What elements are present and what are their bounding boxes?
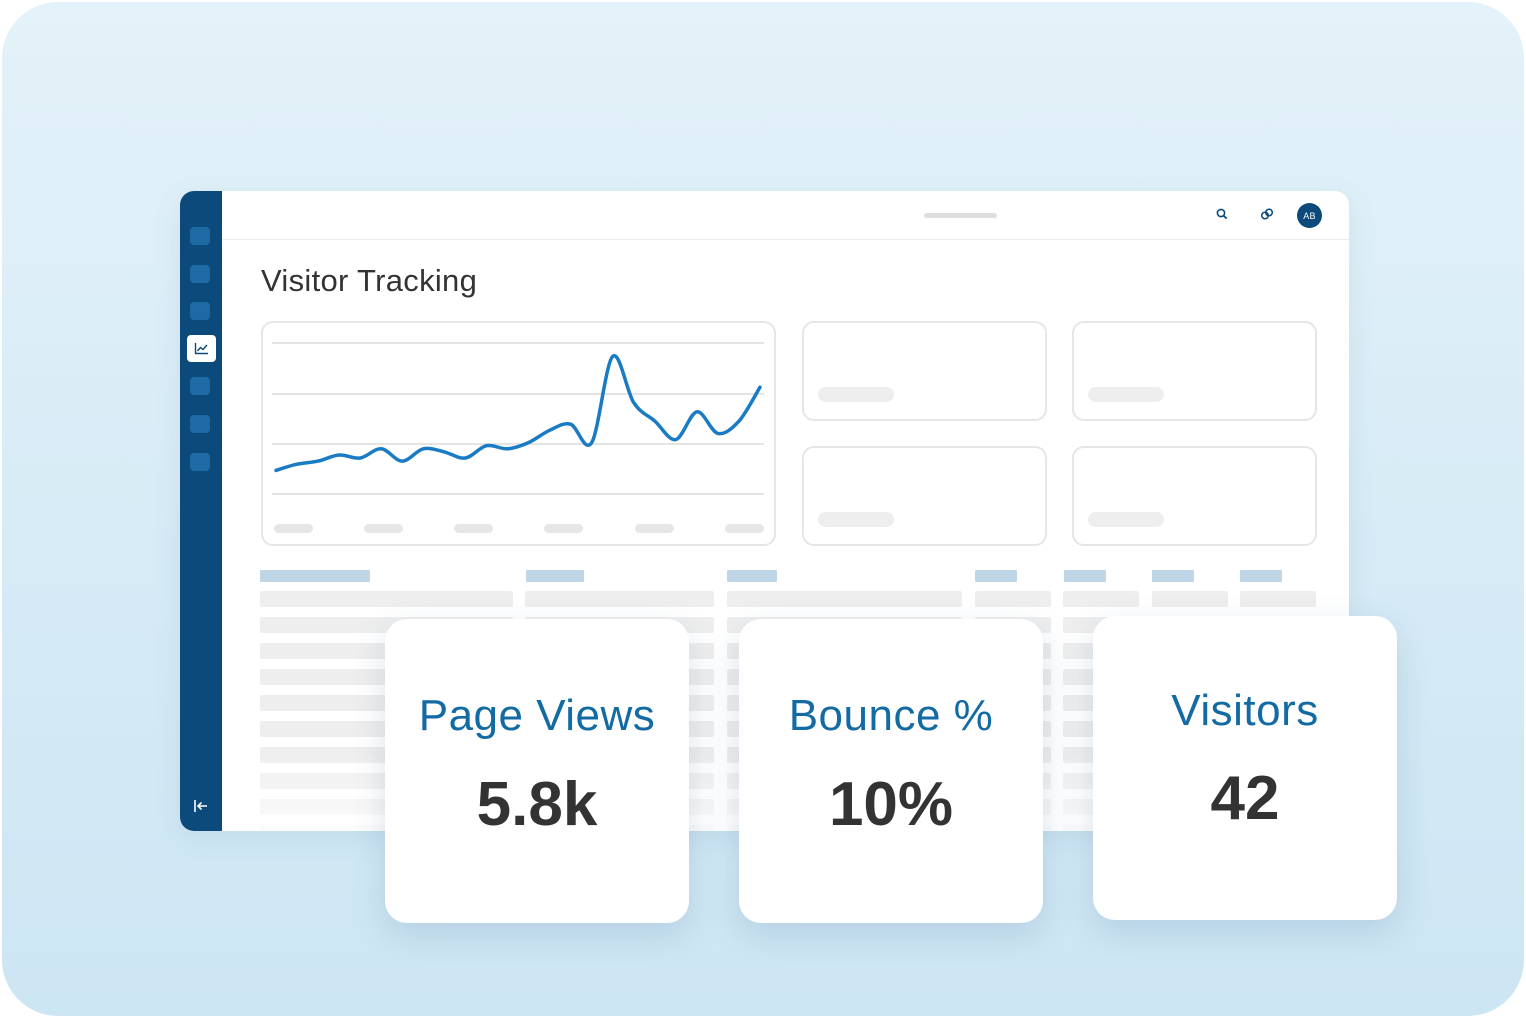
table-header-cell[interactable] [727,570,777,582]
top-bar: AB [222,191,1349,240]
stat-label: Page Views [418,691,656,740]
sidebar-item-analytics[interactable] [187,335,216,362]
sidebar-item-5[interactable] [190,377,210,395]
table-header-cell[interactable] [1240,570,1282,582]
summary-card-label [818,512,894,527]
sidebar-item-3[interactable] [190,302,210,320]
sidebar-item-1[interactable] [190,227,210,245]
stat-label: Bounce % [788,691,994,740]
table-row-cell [727,591,962,607]
summary-card-label [818,387,894,402]
chart-x-tick-label [454,524,493,533]
table-header-cell[interactable] [1152,570,1194,582]
table-header-cell[interactable] [260,570,370,582]
chart-x-tick-label [274,524,313,533]
stat-card-page-views: Page Views 5.8k [385,619,689,923]
stat-card-bounce: Bounce % 10% [739,619,1043,923]
stat-value: 5.8k [476,770,598,839]
summary-card-2 [1072,321,1317,421]
summary-card-label [1088,387,1164,402]
link-icon[interactable] [1259,206,1275,222]
summary-card-1 [802,321,1047,421]
line-chart [272,342,764,533]
stat-label: Visitors [1171,686,1319,735]
chart-series-line [274,354,762,473]
table-header-cell[interactable] [975,570,1017,582]
table-row-cell [1063,591,1139,607]
chart-x-tick-label [364,524,403,533]
line-chart-icon [194,343,208,355]
table-row-cell [525,591,714,607]
sidebar-item-2[interactable] [190,265,210,283]
table-row-cell [1240,591,1316,607]
summary-card-3 [802,446,1047,546]
stat-value: 10% [828,770,954,839]
table-row-cell [975,591,1051,607]
avatar[interactable]: AB [1297,203,1322,228]
sidebar [180,191,222,831]
page-title: Visitor Tracking [261,263,478,298]
search-icon[interactable] [1214,206,1230,222]
summary-card-4 [1072,446,1317,546]
collapse-sidebar-icon[interactable] [192,797,210,815]
table-row-cell [1152,591,1228,607]
sidebar-item-6[interactable] [190,415,210,433]
sidebar-item-7[interactable] [190,453,210,471]
table-header-cell[interactable] [526,570,584,582]
chart-card [261,321,776,546]
chart-x-tick-label [635,524,674,533]
table-row-cell [260,591,513,607]
chart-x-tick-label [544,524,583,533]
summary-card-label [1088,512,1164,527]
table-header-cell[interactable] [1064,570,1106,582]
stat-value: 42 [1210,764,1280,833]
stat-card-visitors: Visitors 42 [1093,616,1397,920]
chart-x-tick-label [725,524,764,533]
search-bar-placeholder[interactable] [924,213,997,218]
